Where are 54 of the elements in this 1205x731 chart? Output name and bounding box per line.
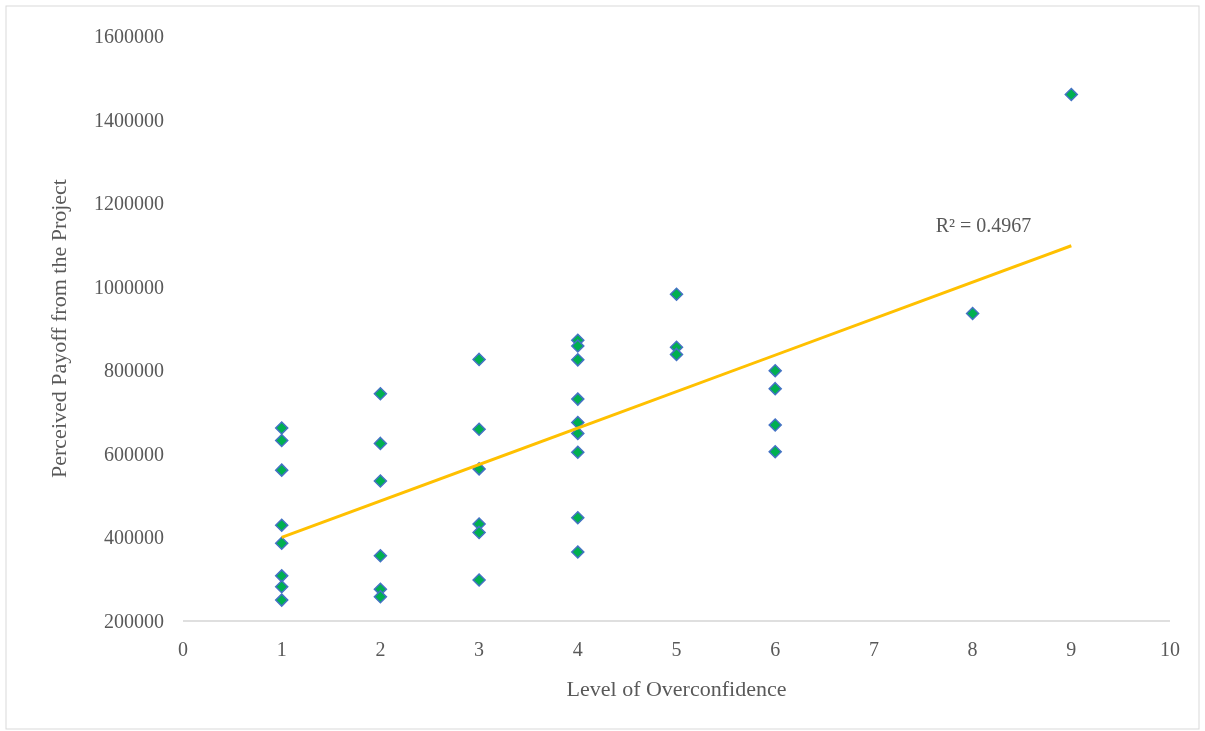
point: [965, 306, 980, 321]
x-tick-label: 9: [1066, 638, 1077, 660]
x-tick-label: 10: [1160, 638, 1180, 660]
point: [274, 593, 289, 607]
point: [274, 579, 289, 594]
point: [768, 363, 782, 378]
y-axis-title: Perceived Payoff from the Project: [46, 179, 71, 478]
point: [571, 545, 585, 559]
point: [571, 339, 585, 353]
point: [768, 381, 782, 396]
point: [472, 422, 486, 436]
point: [571, 392, 585, 406]
point: [669, 287, 684, 301]
point: [373, 549, 388, 563]
point: [768, 445, 782, 459]
x-tick-label: 3: [474, 638, 485, 660]
y-tick-label: 1600000: [94, 25, 164, 47]
x-tick-label: 8: [967, 638, 978, 660]
x-tick-label: 7: [868, 638, 879, 660]
point: [274, 518, 289, 533]
x-tick-label: 4: [572, 638, 583, 660]
y-tick-label: 1000000: [94, 275, 164, 298]
y-tick-label: 1400000: [94, 108, 164, 131]
y-tick-label: 600000: [104, 442, 164, 465]
point: [274, 536, 289, 551]
point: [571, 415, 585, 430]
point: [472, 573, 486, 587]
x-tick-label: 5: [671, 638, 682, 660]
point: [373, 436, 388, 451]
x-tick-label: 6: [770, 638, 781, 660]
point: [373, 474, 388, 488]
y-tick-label: 800000: [104, 359, 164, 382]
point: [1064, 87, 1079, 102]
point: [669, 347, 684, 362]
x-axis-title: Level of Overconfidence: [566, 676, 787, 701]
point: [274, 433, 289, 448]
x-tick-label: 2: [375, 638, 386, 660]
y-tick-label: 1200000: [94, 192, 164, 215]
point: [373, 386, 388, 401]
point: [274, 421, 289, 435]
point: [274, 463, 289, 477]
x-tick-label: 0: [178, 638, 188, 660]
point: [768, 418, 782, 432]
point: [274, 569, 289, 583]
x-tick-label: 1: [276, 638, 287, 660]
point: [571, 445, 585, 459]
annotation: R² = 0.4967: [935, 213, 1032, 236]
y-tick-label: 400000: [104, 526, 164, 549]
point: [373, 590, 388, 604]
y-tick-label: 200000: [104, 610, 164, 632]
point: [571, 511, 585, 525]
point: [571, 353, 585, 367]
point: [472, 525, 486, 540]
point: [472, 352, 486, 367]
